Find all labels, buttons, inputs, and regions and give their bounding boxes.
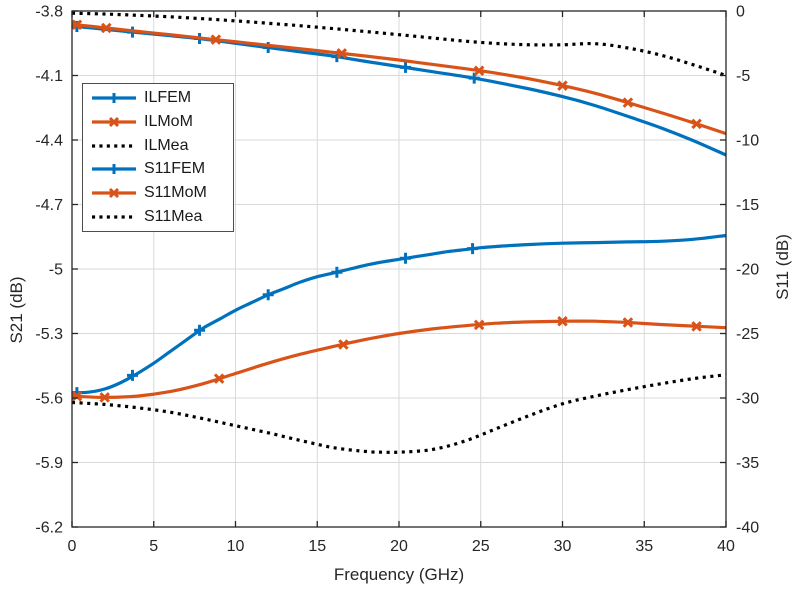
left-y-tick-label: -4.7	[35, 197, 63, 214]
series-marker-S11FEM	[262, 289, 274, 301]
x-tick-label: 30	[554, 538, 572, 555]
series-marker-ILMoM	[473, 65, 485, 77]
right-y-tick-label: -5	[736, 68, 750, 85]
series-marker-ILFEM	[400, 61, 412, 73]
legend-item-ILMea: ILMea	[91, 134, 229, 157]
x-tick-label: 20	[390, 538, 408, 555]
left-y-tick-label: -3.8	[35, 4, 63, 21]
series-marker-S11MoM	[338, 339, 349, 350]
right-y-tick-label: -30	[736, 391, 759, 408]
legend-swatch-ILMea	[92, 144, 136, 148]
series-marker-S11FEM	[467, 243, 479, 255]
left-y-axis-label: S21 (dB)	[7, 276, 26, 343]
series-marker-S11MoM	[557, 315, 568, 327]
right-y-tick-label: -25	[736, 326, 759, 343]
legend-item-ILFEM: ILFEM	[91, 87, 229, 110]
legend-label: S11FEM	[144, 160, 206, 178]
legend-label: S11Mea	[144, 207, 203, 225]
series-marker-ILMoM	[691, 118, 702, 130]
x-tick-label: 35	[635, 538, 653, 555]
right-y-tick-label: -20	[736, 262, 759, 279]
series-marker-ILMoM	[622, 97, 634, 108]
legend-label: ILFEM	[144, 89, 192, 107]
series-marker-S11FEM	[126, 369, 138, 381]
series-marker-S11MoM	[71, 390, 83, 402]
legend-item-ILMoM: ILMoM	[91, 110, 229, 133]
legend-swatch-S11Mea	[92, 215, 136, 219]
series-marker-S11FEM	[331, 266, 343, 278]
left-y-tick-label: -4.1	[35, 68, 63, 85]
legend-item-S11FEM: S11FEM	[91, 158, 229, 181]
series-marker-ILFEM	[468, 72, 480, 84]
data-series	[71, 11, 727, 455]
series-line-ILMea	[71, 11, 727, 78]
legend: ILFEM ILMoM ILMea S11FEM S11MoM S11Mea	[82, 83, 234, 232]
series-marker-ILMoM	[336, 48, 348, 59]
right-y-tick-label: 0	[736, 4, 745, 21]
left-y-tick-label: -5.6	[35, 391, 63, 408]
series-marker-S11MoM	[691, 321, 702, 332]
x-tick-label: 5	[149, 538, 158, 555]
legend-swatch-ILMoM	[92, 116, 136, 127]
tick-labels: 0 5 10 15 20 25 30 35 40 -3.8 -4.1 -4.4 -4.7 -5 -5.3 -5…	[35, 4, 759, 556]
legend-label: ILMoM	[144, 112, 193, 130]
legend-swatch-ILFEM	[92, 93, 136, 104]
series-line-S11FEM	[71, 233, 727, 395]
axes-box-and-ticks	[71, 10, 727, 528]
legend-marker-sample	[109, 164, 119, 175]
legend-label: ILMea	[144, 136, 189, 154]
series-line-S11Mea	[71, 373, 727, 455]
legend-item-S11Mea: S11Mea	[91, 205, 229, 228]
series-marker-ILMoM	[557, 80, 568, 91]
right-y-tick-label: -35	[736, 455, 759, 472]
legend-marker-sample	[109, 93, 119, 104]
right-y-tick-label: -40	[736, 520, 759, 537]
x-axis-label: Frequency (GHz)	[334, 565, 464, 584]
x-tick-label: 40	[717, 538, 735, 555]
left-y-tick-label: -5.9	[35, 455, 63, 472]
series-marker-S11MoM	[622, 317, 634, 328]
legend-marker-sample	[108, 116, 120, 127]
right-y-tick-label: -10	[736, 133, 759, 150]
legend-swatch-S11FEM	[92, 164, 136, 175]
series-line-ILMoM	[71, 22, 727, 136]
legend-marker-sample	[108, 187, 120, 199]
series-marker-ILMoM	[71, 19, 83, 31]
series-marker-ILMoM	[210, 34, 222, 45]
series-marker-S11MoM	[213, 373, 225, 384]
left-y-tick-label: -6.2	[35, 520, 63, 537]
left-y-tick-label: -4.4	[35, 133, 63, 150]
series-marker-S11MoM	[473, 319, 485, 331]
x-tick-label: 25	[472, 538, 490, 555]
series-marker-S11FEM	[194, 324, 206, 336]
series-line-S11MoM	[71, 319, 727, 400]
series-marker-S11FEM	[400, 252, 412, 264]
x-tick-label: 0	[68, 538, 77, 555]
x-tick-label: 10	[227, 538, 245, 555]
x-tick-label: 15	[308, 538, 326, 555]
right-y-axis-label: S11 (dB)	[773, 234, 792, 300]
legend-item-S11MoM: S11MoM	[91, 182, 229, 205]
legend-label: S11MoM	[144, 184, 207, 202]
right-y-tick-label: -15	[736, 197, 759, 214]
series-marker-ILMoM	[101, 22, 112, 34]
series-marker-S11MoM	[99, 392, 110, 403]
left-y-tick-label: -5	[49, 262, 63, 279]
left-y-tick-label: -5.3	[35, 326, 63, 343]
legend-swatch-S11MoM	[92, 187, 136, 199]
